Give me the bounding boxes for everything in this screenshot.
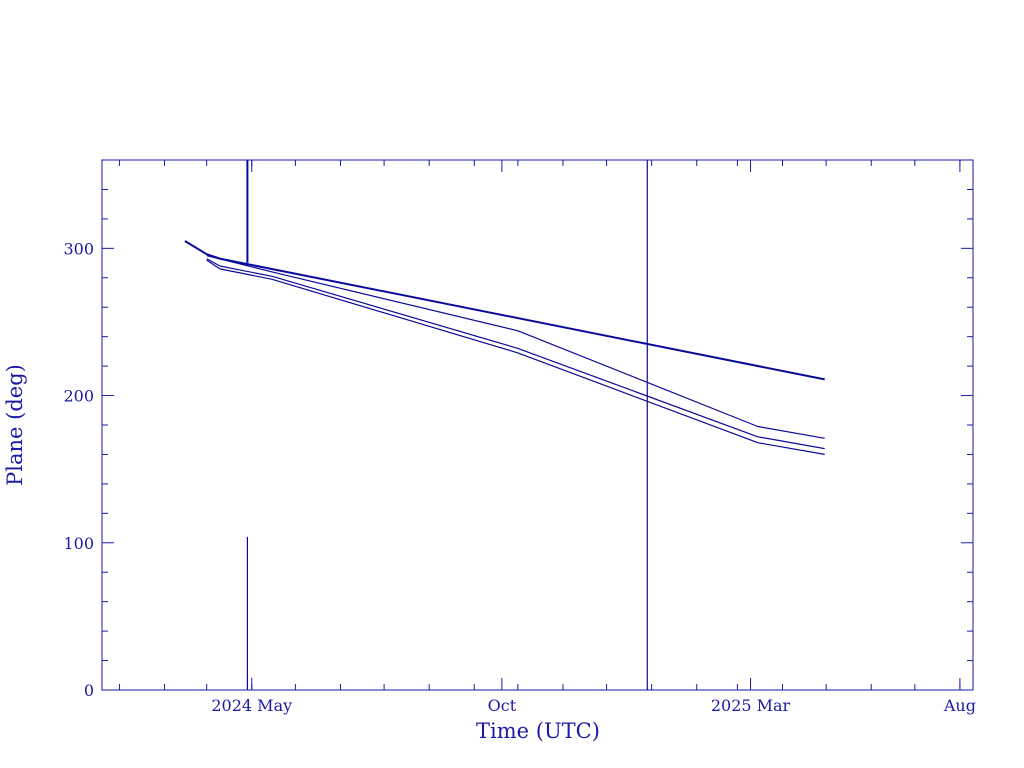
- y-tick-label: 200: [63, 387, 94, 406]
- series-line-4: [206, 259, 825, 455]
- tick-labels: 0 100 200 300 2024 May Oct 2025 Mar Aug: [63, 239, 976, 715]
- x-tick-label: 2024 May: [211, 696, 292, 715]
- y-tick-label: 300: [63, 239, 94, 258]
- plot-frame: [101, 159, 974, 691]
- y-axis-title: Plane (deg): [3, 364, 27, 486]
- x-tick-label: Oct: [488, 696, 517, 715]
- series-line-3: [206, 258, 825, 450]
- series-line-2: [206, 255, 825, 439]
- plot-area: [184, 160, 825, 690]
- y-tick-label: 100: [63, 534, 94, 553]
- series-line-1: [184, 240, 825, 381]
- axis-ticks: [102, 159, 973, 691]
- x-tick-label: Aug: [943, 696, 976, 715]
- y-tick-label: 0: [84, 681, 94, 700]
- x-axis-title: Time (UTC): [476, 719, 600, 743]
- x-tick-label: 2025 Mar: [711, 696, 791, 715]
